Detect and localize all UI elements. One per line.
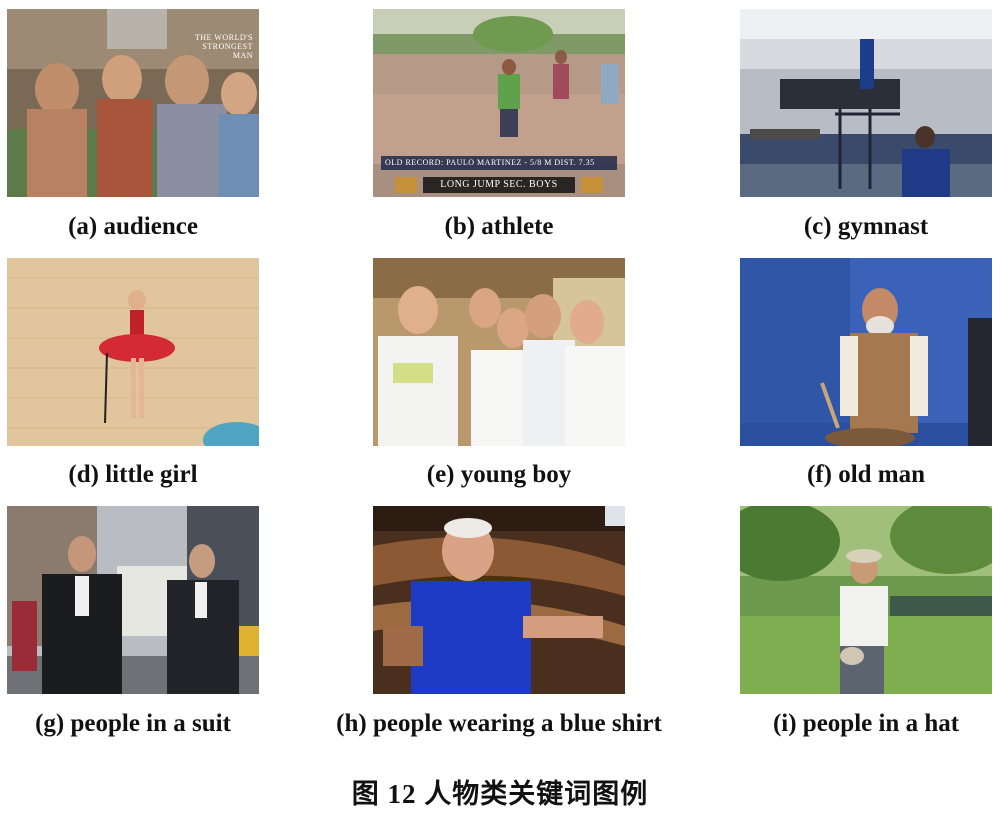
panel-b-image: OLD RECORD: PAULO MARTINEZ - 5/8 M DIST.…: [373, 9, 625, 197]
athlete-record-overlay: OLD RECORD: PAULO MARTINEZ - 5/8 M DIST.…: [385, 158, 595, 167]
figure-caption: 图 12 人物类关键词图例: [351, 779, 649, 809]
panel-g-caption: (g) people in a suit: [35, 710, 231, 737]
athlete-event-overlay: LONG JUMP SEC. BOYS: [440, 179, 558, 190]
panel-i-image: [740, 506, 992, 694]
old-man-photo: [740, 258, 992, 446]
panel-c-caption: (c) gymnast: [803, 213, 929, 240]
panel-d-caption: (d) little girl: [68, 461, 198, 488]
panel-f-image: [740, 258, 992, 446]
audience-photo: [7, 9, 259, 197]
panel-i-caption: (i) people in a hat: [772, 710, 960, 737]
panel-e-caption: (e) young boy: [426, 461, 572, 488]
little-girl-photo: [7, 258, 259, 446]
panel-d-image: [7, 258, 259, 446]
panel-g-image: [7, 506, 259, 694]
panel-e-image: [373, 258, 625, 446]
panel-c-image: [740, 9, 992, 197]
panel-a-image: THE WORLD'S STRONGEST MAN: [7, 9, 259, 197]
audience-overlay-text: THE WORLD'S STRONGEST MAN: [194, 33, 253, 60]
panel-a-caption: (a) audience: [68, 213, 198, 240]
people-in-a-suit-photo: [7, 506, 259, 694]
panel-f-caption: (f) old man: [806, 461, 926, 488]
people-in-a-hat-photo: [740, 506, 992, 694]
panel-h-image: [373, 506, 625, 694]
panel-b-caption: (b) athlete: [444, 213, 554, 240]
gymnast-photo: [740, 9, 992, 197]
athlete-photo: [373, 9, 625, 197]
people-wearing-a-blue-shirt-photo: [373, 506, 625, 694]
panel-h-caption: (h) people wearing a blue shirt: [336, 710, 662, 737]
young-boy-photo: [373, 258, 625, 446]
